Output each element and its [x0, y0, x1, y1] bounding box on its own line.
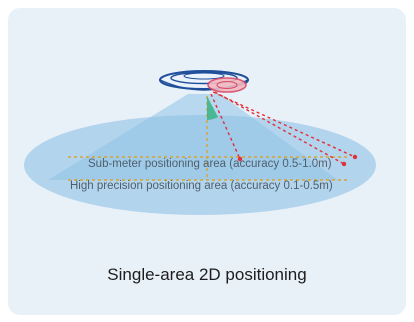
positioning-diagram	[24, 70, 376, 215]
diagram-card: Sub-meter positioning area (accuracy 0.5…	[8, 8, 406, 315]
ranging-line-3	[212, 91, 356, 158]
target-marker-1	[237, 156, 243, 162]
ranging-line-2	[214, 91, 345, 165]
target-marker-3	[352, 154, 358, 160]
sub-meter-area-label: Sub-meter positioning area (accuracy 0.5…	[88, 158, 332, 170]
uwb-anchor-device-icon	[159, 70, 249, 93]
diagram-caption: Single-area 2D positioning	[107, 265, 307, 284]
angle-marker	[207, 96, 218, 120]
target-marker-2	[341, 161, 347, 167]
high-precision-area-label: High precision positioning area (accurac…	[70, 180, 333, 192]
signal-beam-cone	[48, 94, 338, 180]
